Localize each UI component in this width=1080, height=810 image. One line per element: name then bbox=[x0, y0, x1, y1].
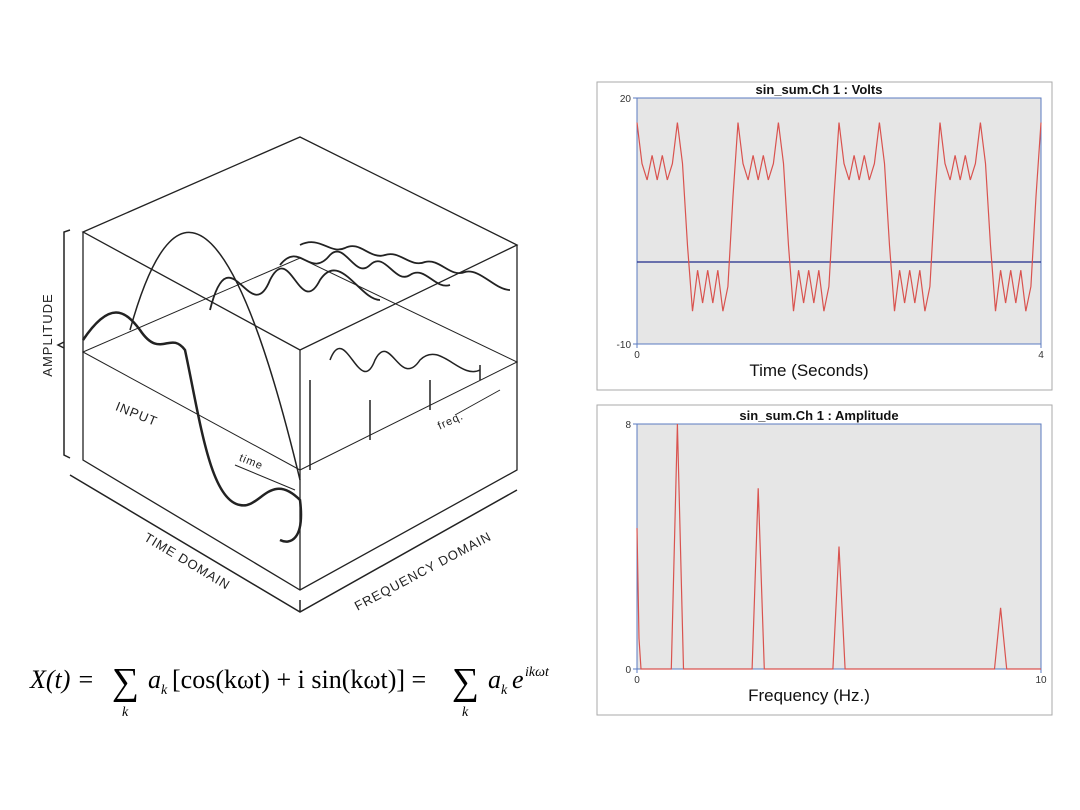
formula-sum: ∑ bbox=[112, 661, 139, 703]
box-top bbox=[81, 136, 519, 351]
formula-exponent: ikωt bbox=[525, 665, 550, 680]
formula-sum: ∑ bbox=[452, 661, 479, 703]
y-tick-label: -10 bbox=[617, 340, 632, 351]
input-label: INPUT bbox=[113, 399, 159, 429]
freq-label: freq. bbox=[436, 410, 466, 432]
formula: X(t) = ∑ k a k [cos(kωt) + i sin(kωt)] =… bbox=[29, 661, 550, 720]
wave-lower bbox=[329, 347, 481, 373]
data-line bbox=[636, 423, 1041, 670]
y-tick-label: 20 bbox=[620, 94, 632, 105]
amplitude-label: AMPLITUDE bbox=[40, 293, 55, 376]
formula-sub: k bbox=[462, 705, 469, 720]
time-label: time bbox=[237, 452, 264, 472]
data-line bbox=[636, 122, 1042, 312]
chart-title: sin_sum.Ch 1 : Volts bbox=[756, 82, 883, 97]
wave-3 bbox=[209, 267, 381, 311]
x-axis-label: Frequency (Hz.) bbox=[748, 686, 870, 705]
formula-sub: k bbox=[501, 683, 508, 698]
formula-lhs: X(t) = bbox=[29, 665, 94, 694]
time-domain-label: TIME DOMAIN bbox=[142, 530, 233, 593]
input-wave bbox=[81, 311, 303, 543]
x-tick-label: 0 bbox=[634, 675, 640, 686]
diagram bbox=[56, 136, 519, 613]
x-tick-label: 4 bbox=[1038, 350, 1044, 361]
amp-bracket bbox=[56, 229, 71, 459]
x-axis-label: Time (Seconds) bbox=[749, 361, 868, 380]
spectral-lines bbox=[309, 365, 481, 470]
formula-exp-base: e bbox=[512, 665, 524, 694]
formula-mid: [cos(kωt) + i sin(kωt)] = bbox=[172, 665, 426, 694]
formula-coef: a bbox=[148, 665, 161, 694]
plot-area bbox=[636, 97, 1042, 345]
x-tick-label: 0 bbox=[634, 350, 640, 361]
wave-1 bbox=[129, 231, 301, 481]
domain-brackets bbox=[69, 474, 518, 613]
box-mid bbox=[81, 257, 519, 471]
arrows bbox=[234, 389, 501, 491]
y-tick-label: 8 bbox=[625, 420, 631, 431]
wave-5 bbox=[279, 250, 451, 287]
y-tick-label: 0 bbox=[625, 665, 631, 676]
wave-9 bbox=[299, 241, 511, 291]
chart-title: sin_sum.Ch 1 : Amplitude bbox=[739, 408, 898, 423]
formula-coef: a bbox=[488, 665, 501, 694]
formula-sub: k bbox=[122, 705, 129, 720]
x-tick-label: 10 bbox=[1035, 675, 1047, 686]
formula-sub: k bbox=[161, 683, 168, 698]
